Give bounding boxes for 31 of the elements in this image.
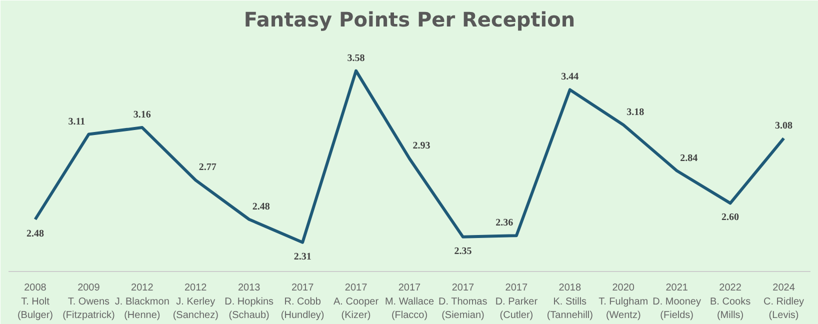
- x-tick-label: 2012 J. Kerley (Sanchez): [172, 282, 218, 321]
- data-label: 3.08: [775, 120, 793, 132]
- x-tick-label: 2022 B. Cooks (Mills): [710, 282, 751, 321]
- data-label: 2.36: [496, 218, 514, 229]
- x-tick-label: 2009 T. Owens (Fitzpatrick): [62, 282, 115, 321]
- x-tick-label: 2024 C. Ridley (Levis): [763, 282, 804, 321]
- data-label: 2.77: [198, 162, 216, 174]
- x-tick-label: 2017 D. Thomas (Siemian): [438, 282, 488, 321]
- data-label: 3.58: [347, 52, 365, 64]
- x-tick-label: 2008 T. Holt (Bulger): [17, 282, 54, 321]
- x-tick-label: 2017 R. Cobb (Hundley): [280, 282, 324, 321]
- data-label: 3.44: [561, 72, 579, 83]
- x-tick-label: 2017 M. Wallace (Flacco): [384, 282, 434, 321]
- chart-title: Fantasy Points Per Reception: [244, 8, 576, 32]
- data-label: 3.16: [133, 110, 151, 121]
- x-tick-label: 2020 T. Fulgham (Wentz): [598, 282, 648, 321]
- x-tick-label: 2012 J. Blackmon (Henne): [114, 282, 170, 321]
- data-label: 2.84: [680, 152, 698, 164]
- x-tick-label: 2017 A. Cooper (Kizer): [334, 282, 380, 321]
- data-label: 3.18: [626, 106, 644, 118]
- data-label: 2.35: [454, 246, 472, 257]
- data-label: 2.48: [252, 201, 270, 212]
- x-tick-label: 2021 D. Mooney (Fields): [652, 282, 702, 321]
- data-label: 2.48: [26, 228, 44, 240]
- x-tick-label: 2018 K. Stills (Tannehill): [546, 282, 593, 321]
- x-tick-label: 2017 D. Parker (Cutler): [495, 282, 538, 321]
- x-tick-label: 2013 D. Hopkins (Schaub): [224, 282, 274, 321]
- data-label: 2.93: [412, 140, 430, 152]
- data-label: 2.31: [294, 251, 312, 262]
- data-label: 2.60: [722, 212, 740, 224]
- data-label: 3.11: [68, 116, 86, 128]
